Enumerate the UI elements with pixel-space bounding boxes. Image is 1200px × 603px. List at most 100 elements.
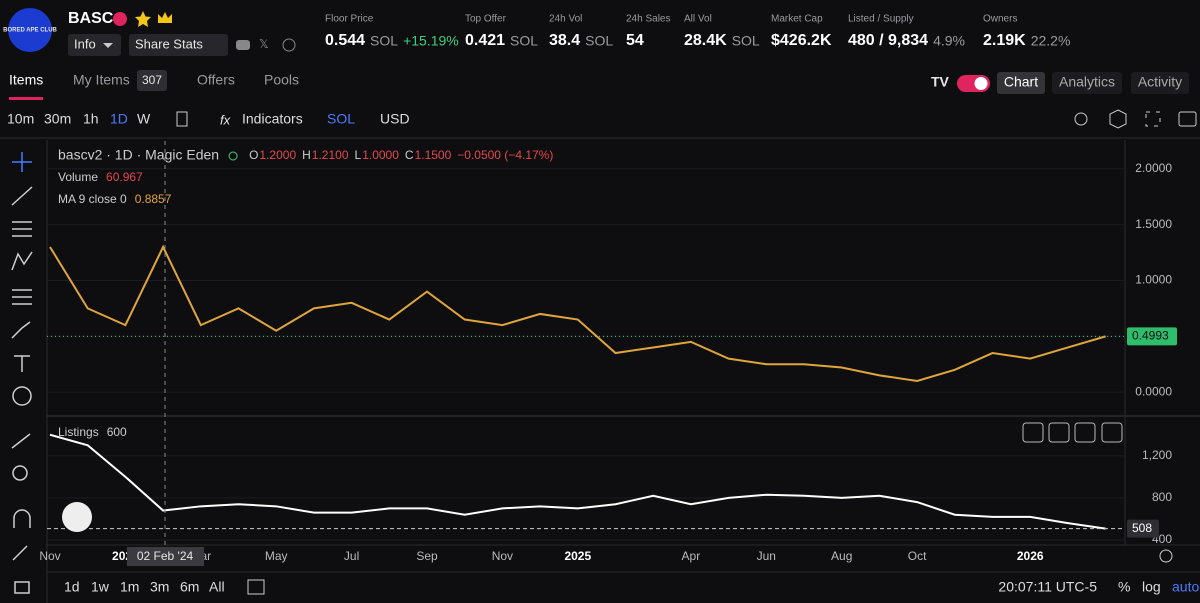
axis-settings-icon[interactable]	[1159, 549, 1173, 563]
crown-icon	[158, 12, 172, 23]
stat-change: 4.9%	[933, 33, 965, 49]
ohlc-change: −0.0500 (−4.17%)	[457, 148, 553, 162]
last-value-label: 508	[1132, 521, 1152, 535]
dropdown-arrow	[103, 43, 113, 48]
interval-button[interactable]: 1D	[110, 111, 128, 127]
stat-label: Top Offer	[465, 14, 507, 25]
line-tool[interactable]	[11, 186, 33, 206]
discord-icon[interactable]	[236, 40, 250, 50]
stat-value: 54	[626, 32, 644, 49]
range-button[interactable]: 3m	[150, 579, 169, 595]
legend-symbol: bascv2 · 1D · Magic Eden	[58, 147, 219, 163]
range-button[interactable]: 1d	[64, 579, 80, 595]
date-range-icon[interactable]	[247, 579, 265, 595]
toolbar-button[interactable]: SOL	[327, 111, 355, 127]
y-tick-label: 800	[1152, 490, 1172, 504]
ohlc-key: C	[405, 148, 414, 162]
info-button[interactable]	[68, 34, 121, 56]
volume-label: Volume	[58, 170, 98, 184]
range-button[interactable]: 6m	[180, 579, 199, 595]
fx-icon: fx	[220, 112, 231, 127]
toolbar-button[interactable]: Indicators	[242, 111, 303, 127]
data-line	[49, 433, 1106, 530]
interval-button[interactable]: W	[137, 111, 151, 127]
move-down-button[interactable]	[1074, 422, 1096, 443]
range-button[interactable]: 1w	[91, 579, 110, 595]
ma-label: MA 9 close 0	[58, 192, 127, 206]
x-icon[interactable]: 𝕏	[259, 37, 269, 51]
move-up-button[interactable]	[1022, 422, 1044, 443]
view-tab[interactable]: Activity	[1138, 74, 1182, 90]
activity-tab-bg	[1131, 72, 1189, 94]
lock-draw-tool[interactable]	[12, 545, 28, 561]
stat-label: Listed / Supply	[848, 14, 914, 25]
y-tick-label: 2.0000	[1135, 161, 1172, 175]
zoom-tool[interactable]	[12, 465, 28, 481]
ohlc-value: 1.1500	[415, 148, 452, 162]
pattern-tool[interactable]	[11, 251, 33, 271]
share-stats-button[interactable]	[129, 34, 228, 56]
last-value-box	[1127, 327, 1177, 346]
logo	[8, 8, 52, 52]
range-button[interactable]: 1m	[120, 579, 139, 595]
lock-tool[interactable]	[14, 581, 30, 594]
icon-tool[interactable]	[12, 386, 32, 406]
text-tool[interactable]	[14, 355, 30, 372]
projection-tool[interactable]	[12, 289, 32, 305]
range-button[interactable]: All	[209, 579, 225, 595]
star-icon[interactable]	[135, 11, 151, 27]
interval-button[interactable]: 10m	[7, 111, 34, 127]
toolbar-button[interactable]: USD	[380, 111, 410, 127]
ohlc-key: H	[302, 148, 311, 162]
x-tick-label: Apr	[682, 549, 701, 563]
interval-button[interactable]: 1h	[83, 111, 99, 127]
tab[interactable]: Items	[9, 72, 43, 88]
stat-label: 24h Sales	[626, 14, 670, 25]
stat-unit: SOL	[510, 33, 538, 49]
globe-icon[interactable]	[282, 38, 296, 52]
stat-change: 22.2%	[1031, 33, 1071, 49]
panel-buttons	[1022, 422, 1123, 443]
ma-value: 0.8857	[135, 192, 172, 206]
camera-icon[interactable]	[1178, 111, 1197, 127]
scale-option[interactable]: %	[1118, 579, 1130, 595]
stat-value: 2.19K	[983, 32, 1026, 49]
crosshair-label-bg	[127, 547, 204, 566]
x-tick-label: Nov	[39, 549, 60, 563]
stat-label: 24h Vol	[549, 14, 582, 25]
settings-icon[interactable]	[1109, 109, 1127, 129]
stat-label: Floor Price	[325, 14, 374, 25]
maximize-button[interactable]	[1101, 422, 1123, 443]
x-tick-label: Oct	[908, 549, 927, 563]
delete-button[interactable]	[1048, 422, 1070, 443]
crosshair-tool[interactable]	[12, 152, 32, 172]
tv-watermark	[62, 502, 92, 532]
candle-icon[interactable]	[176, 111, 188, 127]
x-tick-label: May	[265, 549, 288, 563]
measure-tool[interactable]	[11, 433, 31, 449]
view-tab[interactable]: Analytics	[1059, 74, 1115, 90]
data-line	[49, 244, 1106, 382]
tab[interactable]: Pools	[264, 72, 299, 88]
brush-tool[interactable]	[11, 321, 31, 339]
interval-button[interactable]: 30m	[44, 111, 71, 127]
panel-title-value: 600	[107, 425, 127, 439]
scale-option[interactable]: log	[1142, 579, 1161, 595]
tab[interactable]: Offers	[197, 72, 235, 88]
scale-option[interactable]: auto	[1172, 579, 1199, 595]
view-tab[interactable]: Chart	[1004, 74, 1038, 90]
stat-value: 480 / 9,834	[848, 32, 928, 49]
analytics-tab-bg	[1052, 72, 1122, 94]
stat-unit: SOL	[732, 33, 760, 49]
x-tick-label: 2026	[1017, 549, 1044, 563]
status-dot	[228, 151, 238, 161]
ohlc-value: 1.0000	[362, 148, 399, 162]
fullscreen-icon[interactable]	[1145, 111, 1161, 127]
fib-tool[interactable]	[12, 221, 32, 237]
tab[interactable]: My Items	[73, 72, 130, 88]
search-icon[interactable]	[1074, 112, 1088, 126]
ohlc-key: L	[355, 148, 362, 162]
stat-value: 38.4	[549, 32, 580, 49]
magnet-tool[interactable]	[13, 509, 31, 528]
